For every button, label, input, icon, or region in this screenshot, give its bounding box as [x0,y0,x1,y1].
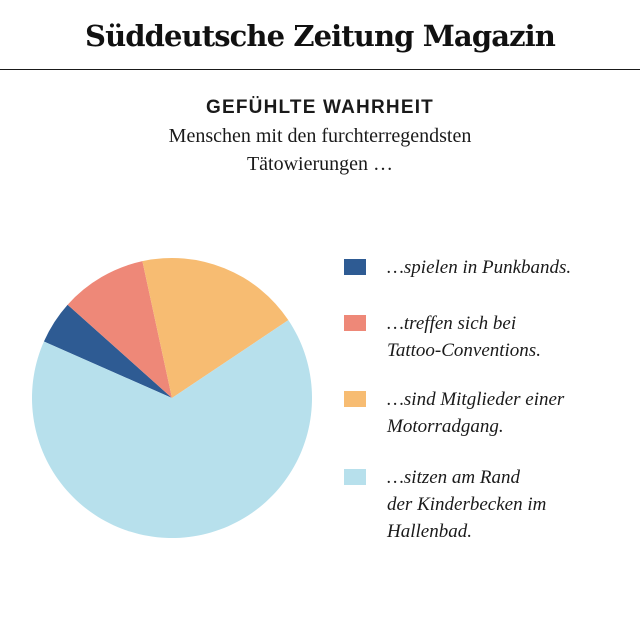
pie-slice-3 [142,257,289,398]
chart-title: GEFÜHLTE WAHRHEIT [206,97,434,118]
pie-slice-1 [43,304,172,398]
masthead: Süddeutsche Zeitung Magazin [0,0,640,70]
legend-swatch [344,259,366,275]
chart-subtitle: Menschen mit den furchterregendsten Tätow… [168,125,472,175]
legend-swatch [344,315,366,331]
legend-swatch [344,469,366,485]
pie-slice-4 [32,320,313,539]
masthead-title: Süddeutsche Zeitung Magazin [85,18,556,53]
legend-label: …spielen in Punkbands. [387,257,572,278]
legend-label: …sind Mitglieder einer Motorradgang. [387,389,565,437]
legend-label: …treffen sich bei Tattoo-Conventions. [387,313,541,361]
pie-slice-2 [67,261,172,398]
legend-swatch [344,391,366,407]
legend-label: …sitzen am Rand der Kinderbecken im Hall… [387,467,547,542]
